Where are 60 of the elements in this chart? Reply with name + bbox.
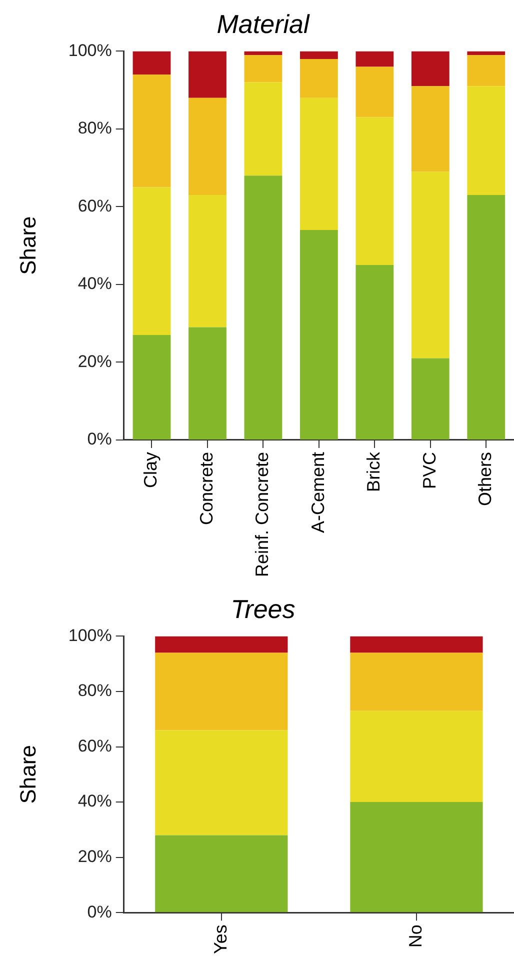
bar — [356, 117, 394, 266]
y-tick-label: 0% — [87, 430, 112, 449]
bar — [132, 74, 171, 188]
y-axis-title: Share — [15, 216, 40, 275]
bar — [411, 86, 450, 172]
x-tick-label: Concrete — [196, 452, 216, 525]
bar — [155, 652, 288, 730]
x-tick-label: Clay — [140, 452, 161, 488]
bar — [244, 176, 282, 440]
chart-title: Trees — [230, 594, 296, 624]
chart-title: Material — [216, 8, 310, 39]
y-tick-label: 40% — [78, 792, 112, 811]
bar — [300, 51, 338, 59]
bar — [155, 730, 288, 836]
bar — [188, 327, 226, 440]
bar — [132, 51, 171, 75]
bar — [155, 636, 288, 653]
bar — [467, 55, 506, 86]
bar — [188, 195, 226, 328]
y-tick-label: 20% — [78, 352, 112, 371]
y-tick-label: 60% — [78, 736, 112, 756]
x-tick-label: Brick — [364, 450, 384, 492]
bar — [356, 66, 394, 118]
bar — [155, 835, 288, 912]
bar — [356, 51, 394, 67]
x-tick-label: No — [405, 924, 426, 948]
y-axis-title: Share — [15, 745, 40, 804]
y-tick-label: 60% — [78, 196, 112, 216]
bar — [300, 98, 338, 230]
y-tick-label: 80% — [78, 681, 112, 700]
y-tick-label: 100% — [68, 40, 112, 60]
bar — [467, 195, 506, 440]
bar — [467, 51, 506, 56]
bar — [350, 652, 483, 711]
bar — [188, 98, 226, 196]
x-tick-label: A-Cement — [308, 452, 328, 533]
bar — [411, 51, 450, 86]
x-tick-label: PVC — [419, 452, 440, 489]
bar — [244, 55, 282, 82]
bar — [411, 358, 450, 440]
y-tick-label: 40% — [78, 274, 112, 294]
x-tick-label: Others — [475, 452, 496, 506]
bar — [244, 82, 282, 176]
bar — [300, 230, 338, 440]
y-tick-label: 20% — [78, 847, 112, 866]
x-tick-label: Yes — [210, 924, 230, 954]
bar — [132, 334, 171, 440]
bar — [350, 636, 483, 653]
y-tick-label: 100% — [68, 626, 112, 645]
x-tick-label: Reinf. Concrete — [252, 452, 272, 578]
bar — [356, 265, 394, 440]
bar — [350, 710, 483, 802]
bar — [300, 58, 338, 98]
y-tick-label: 0% — [87, 902, 112, 922]
bar — [188, 51, 226, 98]
bar — [411, 172, 450, 358]
bar — [467, 86, 506, 196]
bar — [350, 802, 483, 912]
y-tick-label: 80% — [78, 118, 112, 138]
bar — [132, 187, 171, 335]
